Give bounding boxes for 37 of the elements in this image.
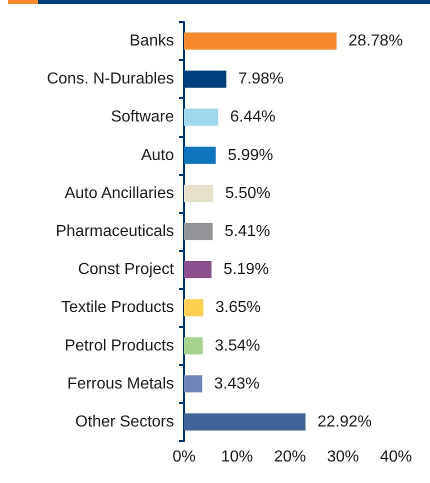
y-tick-label: Petrol Products	[64, 337, 174, 354]
x-tick-label: 40%	[380, 448, 412, 466]
bar	[184, 299, 204, 316]
y-tick-label: Auto	[141, 146, 174, 164]
x-tick-label: 10%	[220, 448, 254, 466]
data-label: 5.99%	[228, 146, 274, 164]
data-label: 3.65%	[215, 299, 261, 316]
x-tick-label: 0%	[172, 448, 196, 466]
bar	[184, 261, 212, 278]
y-tick-label: Other Sectors	[75, 413, 174, 430]
data-label: 22.92%	[317, 413, 372, 430]
data-label: 6.44%	[230, 108, 276, 126]
bar	[184, 146, 216, 164]
y-tick-label: Banks	[130, 32, 174, 50]
data-label: 7.98%	[238, 70, 284, 88]
x-tick-label: 20%	[274, 448, 306, 466]
bar	[184, 375, 202, 392]
bar	[184, 108, 218, 126]
y-tick-label: Ferrous Metals	[67, 375, 174, 392]
bar	[184, 32, 337, 50]
data-label: 3.43%	[214, 375, 260, 392]
y-tick-label: Software	[110, 108, 174, 126]
data-label: 28.78%	[348, 32, 403, 50]
data-label: 5.19%	[224, 261, 269, 278]
bar	[184, 413, 306, 431]
data-label: 5.41%	[224, 223, 270, 240]
data-label: 5.50%	[225, 184, 271, 202]
y-tick-label: Const Project	[78, 261, 175, 278]
bar	[184, 184, 214, 202]
y-tick-label: Cons. N-Durables	[46, 70, 174, 88]
x-tick-label: 30%	[326, 448, 360, 466]
bar	[184, 337, 203, 354]
data-label: 3.54%	[214, 337, 260, 354]
y-tick-label: Pharmaceuticals	[56, 223, 174, 240]
y-tick-label: Textile Products	[61, 299, 174, 316]
y-tick-label: Auto Ancillaries	[64, 184, 174, 202]
bar	[184, 222, 213, 240]
